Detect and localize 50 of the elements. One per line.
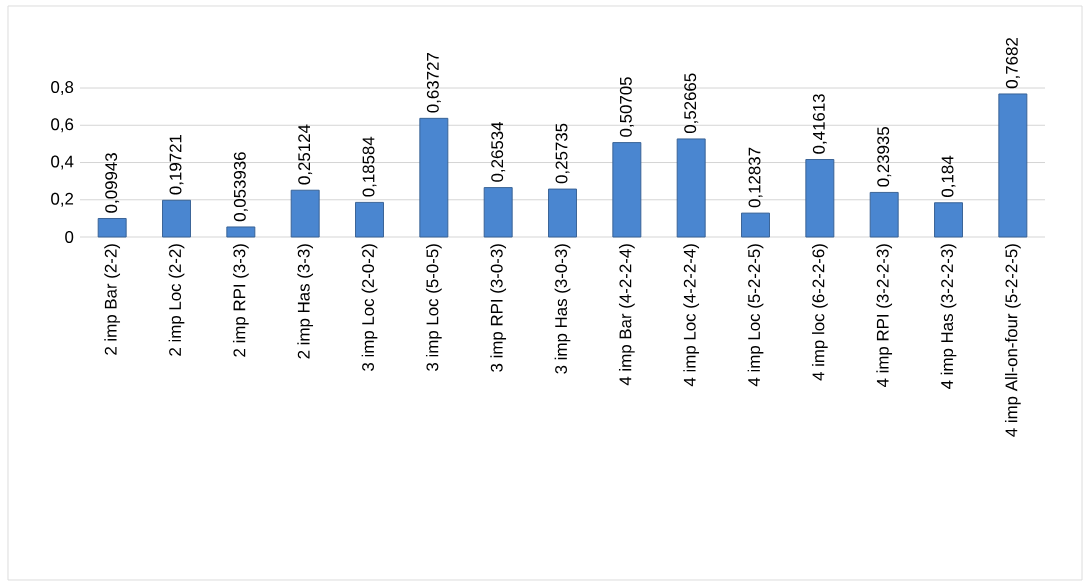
data-label: 0,18584: [362, 136, 377, 197]
data-label: 0,25124: [298, 124, 313, 185]
x-tick-label: 3 imp Loc (2-0-2): [361, 244, 378, 371]
data-label: 0,184: [941, 155, 956, 197]
y-tick-label: 0,6: [51, 118, 74, 133]
y-tick-label: 0,4: [51, 155, 74, 170]
x-tick-label: 4 imp Has (3-2-2-3): [940, 244, 957, 389]
bar: [226, 226, 256, 238]
data-label: 0,50705: [619, 77, 634, 137]
x-tick-label: 4 imp Loc (4-2-2-4): [683, 244, 700, 387]
bar: [612, 142, 642, 238]
data-label: 0,19721: [169, 134, 184, 195]
bar: [290, 189, 320, 238]
x-tick-label: 2 imp Loc (2-2): [168, 244, 185, 356]
x-tick-label: 3 imp RPI (3-0-3): [490, 244, 507, 372]
x-tick-label: 2 imp Bar (2-2): [104, 244, 121, 355]
x-tick-label: 4 imp Bar (4-2-2-4): [618, 244, 635, 386]
x-tick-label: 2 imp Has (3-3): [297, 244, 314, 359]
x-tick-label: 4 imp All-on-four (5-2-2-5): [1004, 244, 1021, 437]
data-label: 0,053936: [233, 152, 248, 222]
y-tick-label: 0: [65, 231, 74, 243]
data-label: 0,23935: [877, 127, 892, 187]
data-label: 0,25735: [555, 123, 570, 184]
x-tick-label: 4 imp Loc (5-2-2-5): [747, 244, 764, 387]
y-tick-label: 0,2: [51, 192, 74, 207]
bar: [998, 93, 1028, 238]
bar: [162, 199, 191, 238]
x-tick-label: 4 imp loc (6-2-2-6): [811, 244, 828, 381]
bar: [548, 188, 577, 238]
data-label: 0,7682: [1005, 38, 1020, 89]
data-label: 0,26534: [491, 121, 506, 182]
data-label: 0,09943: [105, 153, 120, 213]
data-label: 0,52665: [684, 73, 699, 134]
bar: [676, 138, 706, 238]
bar: [419, 117, 449, 238]
data-label: 0,41613: [812, 94, 827, 154]
bar: [869, 191, 899, 238]
data-label: 0,63727: [426, 53, 441, 113]
y-tick-label: 0,8: [51, 81, 74, 95]
bar: [483, 187, 513, 238]
bar: [355, 201, 384, 238]
bar: [805, 159, 835, 238]
x-tick-label: 3 imp Has (3-0-3): [554, 244, 571, 374]
x-tick-label: 4 imp RPI (3-2-2-3): [876, 244, 893, 388]
data-label: 0,12837: [748, 147, 763, 208]
bar: [97, 218, 127, 238]
x-tick-label: 2 imp RPI (3-3): [232, 244, 249, 357]
bar: [741, 212, 770, 238]
x-tick-label: 3 imp Loc (5-0-5): [425, 244, 442, 371]
bar: [934, 202, 963, 238]
